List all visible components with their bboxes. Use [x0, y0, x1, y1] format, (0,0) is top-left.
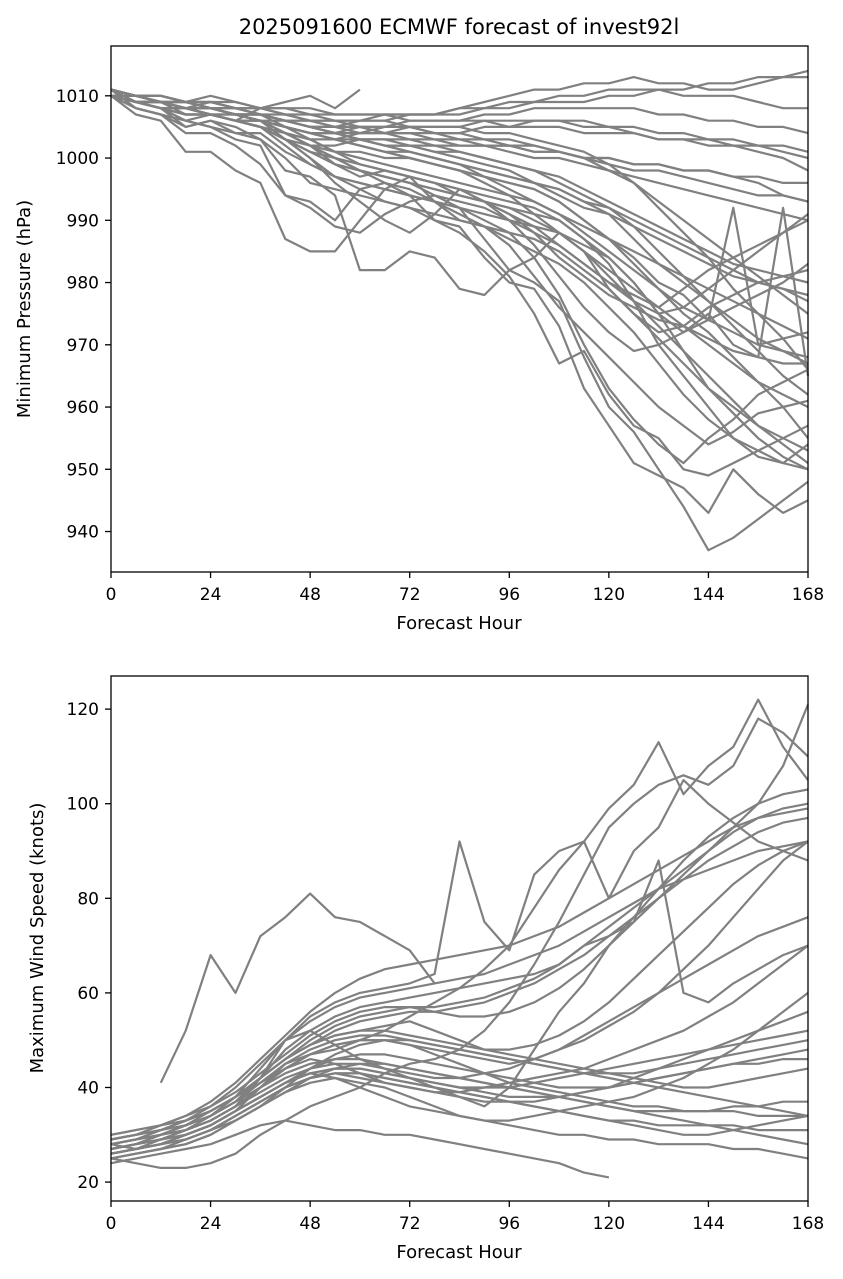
- pressure-axes-frame: [110, 45, 809, 573]
- pressure-y-tick-label: 1010: [56, 87, 99, 107]
- wind-x-tick-label: 48: [299, 1214, 321, 1234]
- wind-series-w16: [110, 1076, 809, 1160]
- pressure-x-tick-label: 48: [299, 585, 321, 605]
- wind-x-tick-label: 168: [792, 1214, 824, 1234]
- pressure-x-tick-label: 24: [200, 585, 222, 605]
- wind-y-tick-label: 80: [77, 889, 99, 909]
- pressure-x-axis: 0 24 48 72 96 120 144 168: [106, 572, 824, 605]
- wind-x-tick-label: 0: [106, 1214, 117, 1234]
- pressure-x-tick-label: 72: [399, 585, 421, 605]
- wind-series-w22: [110, 1034, 809, 1146]
- pressure-x-axis-label: Forecast Hour: [396, 613, 522, 634]
- pressure-x-tick-label: 96: [498, 585, 520, 605]
- pressure-chart: 2025091600 ECMWF forecast of invest92l 0…: [14, 15, 824, 634]
- wind-x-tick-label: 144: [692, 1214, 724, 1234]
- wind-plot-area: [110, 698, 810, 1179]
- wind-series-w01: [159, 892, 436, 1084]
- pressure-series-m20: [111, 88, 808, 129]
- wind-series-w30: [110, 1072, 808, 1155]
- wind-series-w06: [110, 778, 809, 1155]
- pressure-series-m39: [110, 88, 809, 359]
- wind-series-w29: [110, 816, 809, 1141]
- wind-series-w27: [110, 1057, 808, 1151]
- pressure-y-axis-label: Minimum Pressure (hPa): [14, 200, 35, 418]
- pressure-y-tick-label: 950: [67, 460, 99, 480]
- pressure-series-m34: [111, 94, 809, 315]
- wind-y-axis-label: Maximum Wind Speed (knots): [27, 803, 48, 1074]
- wind-y-tick-label: 120: [67, 700, 99, 720]
- wind-series-w24: [110, 788, 809, 1136]
- pressure-y-tick-label: 960: [67, 398, 99, 418]
- pressure-y-tick-label: 990: [67, 211, 99, 231]
- wind-x-tick-label: 24: [200, 1214, 222, 1234]
- pressure-x-tick-label: 168: [792, 585, 824, 605]
- pressure-y-tick-label: 940: [67, 523, 99, 543]
- pressure-y-tick-label: 1000: [56, 149, 99, 169]
- pressure-series-m30: [110, 94, 809, 396]
- wind-x-tick-label: 120: [593, 1214, 625, 1234]
- pressure-x-tick-label: 144: [692, 585, 724, 605]
- pressure-series-m40: [110, 94, 809, 464]
- wind-x-axis: 0 24 48 72 96 120 144 168: [106, 1201, 824, 1234]
- wind-y-tick-label: 60: [77, 984, 99, 1004]
- pressure-x-tick-label: 120: [593, 585, 625, 605]
- wind-y-axis: 20 40 60 80 100 120: [67, 700, 111, 1193]
- wind-axes-frame: [110, 675, 809, 1202]
- wind-chart: 0 24 48 72 96 120 144 168 20 40 60 80 100 120 Foreca…: [27, 675, 824, 1263]
- pressure-series-m04: [110, 88, 809, 477]
- pressure-y-axis: 940 950 960 970 980 990 1000 1010: [56, 87, 111, 543]
- pressure-plot-area: [110, 69, 810, 552]
- wind-x-axis-label: Forecast Hour: [396, 1242, 522, 1263]
- pressure-y-tick-label: 970: [67, 336, 99, 356]
- wind-x-tick-label: 96: [498, 1214, 520, 1234]
- wind-series-w02: [110, 1119, 610, 1179]
- pressure-y-tick-label: 980: [67, 274, 99, 294]
- pressure-series-m19: [110, 75, 808, 122]
- wind-series-w13: [110, 840, 809, 1146]
- pressure-series-m03: [110, 94, 809, 515]
- wind-y-tick-label: 40: [77, 1078, 99, 1098]
- wind-y-tick-label: 20: [77, 1173, 99, 1193]
- wind-y-tick-label: 100: [67, 795, 99, 815]
- wind-series-w28: [110, 1062, 808, 1160]
- wind-x-tick-label: 72: [399, 1214, 421, 1234]
- wind-series-w20: [110, 807, 809, 1141]
- chart-title: 2025091600 ECMWF forecast of invest92l: [239, 15, 680, 39]
- pressure-x-tick-label: 0: [106, 585, 117, 605]
